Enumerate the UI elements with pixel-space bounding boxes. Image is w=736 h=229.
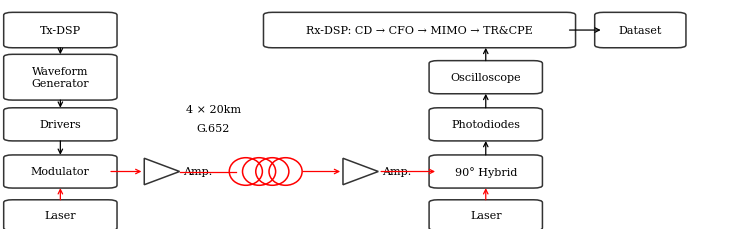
Text: Amp.: Amp. — [382, 167, 411, 177]
Text: Rx-DSP: CD → CFO → MIMO → TR&CPE: Rx-DSP: CD → CFO → MIMO → TR&CPE — [306, 26, 533, 36]
Text: 90° Hybrid: 90° Hybrid — [455, 166, 517, 177]
Text: G.652: G.652 — [197, 123, 230, 133]
FancyBboxPatch shape — [4, 200, 117, 229]
Text: 4 × 20km: 4 × 20km — [186, 105, 241, 115]
Text: Laser: Laser — [45, 210, 76, 220]
FancyBboxPatch shape — [4, 13, 117, 49]
Text: Waveform
Generator: Waveform Generator — [32, 67, 89, 89]
Text: Photodiodes: Photodiodes — [451, 120, 520, 130]
Text: Tx-DSP: Tx-DSP — [40, 26, 81, 36]
FancyBboxPatch shape — [429, 200, 542, 229]
FancyBboxPatch shape — [4, 55, 117, 101]
Text: Modulator: Modulator — [31, 167, 90, 177]
FancyBboxPatch shape — [263, 13, 576, 49]
Text: Oscilloscope: Oscilloscope — [450, 73, 521, 83]
FancyBboxPatch shape — [595, 13, 686, 49]
FancyBboxPatch shape — [429, 108, 542, 141]
FancyBboxPatch shape — [4, 108, 117, 141]
Text: Drivers: Drivers — [40, 120, 81, 130]
Text: Amp.: Amp. — [183, 167, 213, 177]
Text: Dataset: Dataset — [619, 26, 662, 36]
Text: Laser: Laser — [470, 210, 501, 220]
FancyBboxPatch shape — [4, 155, 117, 188]
FancyBboxPatch shape — [429, 61, 542, 94]
FancyBboxPatch shape — [429, 155, 542, 188]
